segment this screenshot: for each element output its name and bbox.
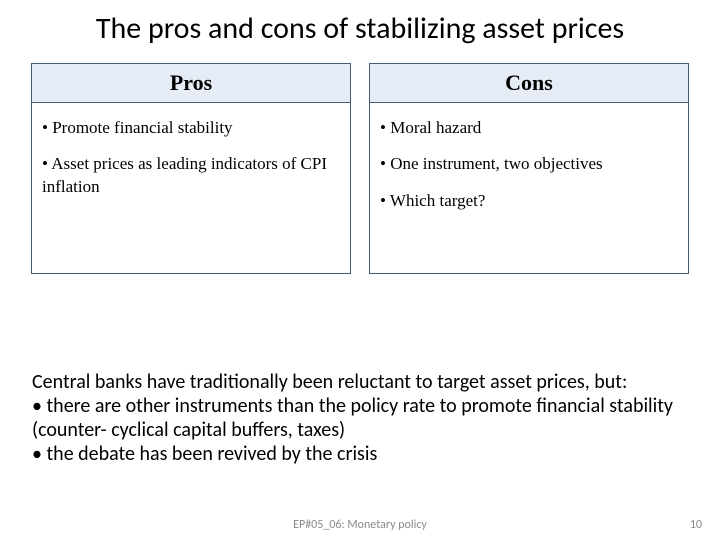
pros-body: • Promote financial stability • Asset pr…	[32, 103, 350, 273]
footer-center: EP#05_06: Monetary policy	[0, 518, 720, 532]
notes-bullet: the debate has been revived by the crisi…	[46, 442, 377, 466]
cons-column: Cons • Moral hazard • One instrument, tw…	[369, 63, 689, 274]
pros-column: Pros • Promote financial stability • Ass…	[31, 63, 351, 274]
notes-block: Central banks have traditionally been re…	[32, 370, 680, 466]
pros-item-text: Asset prices as leading indicators of CP…	[42, 154, 327, 196]
cons-header: Cons	[370, 64, 688, 103]
page-number: 10	[690, 518, 702, 532]
notes-bullet: there are other instruments than the pol…	[32, 394, 673, 442]
cons-item: • Which target?	[380, 190, 678, 213]
pros-item: • Asset prices as leading indicators of …	[42, 153, 340, 199]
pros-item: • Promote financial stability	[42, 117, 340, 140]
cons-item-text: Moral hazard	[390, 118, 481, 137]
pros-item-text: Promote financial stability	[52, 118, 232, 137]
pros-header: Pros	[32, 64, 350, 103]
slide: The pros and cons of stabilizing asset p…	[0, 0, 720, 540]
notes-lead: Central banks have traditionally been re…	[32, 370, 627, 394]
cons-item: • One instrument, two objectives	[380, 153, 678, 176]
cons-item: • Moral hazard	[380, 117, 678, 140]
two-column-table: Pros • Promote financial stability • Ass…	[0, 53, 720, 274]
slide-title: The pros and cons of stabilizing asset p…	[0, 0, 720, 53]
cons-item-text: One instrument, two objectives	[390, 154, 602, 173]
cons-body: • Moral hazard • One instrument, two obj…	[370, 103, 688, 273]
cons-item-text: Which target?	[390, 191, 486, 210]
